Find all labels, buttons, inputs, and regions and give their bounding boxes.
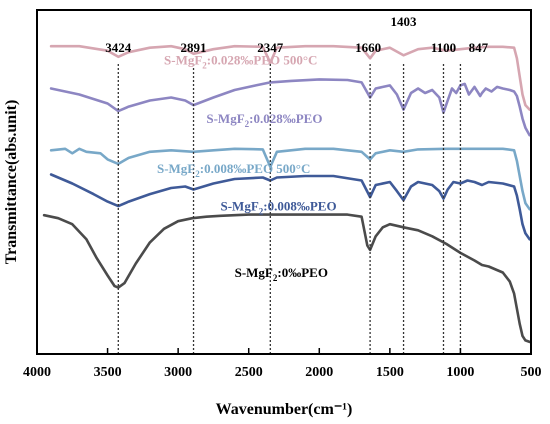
x-tick-label-3000: 3000 (164, 365, 192, 380)
peak-label-1403: 1403 (391, 14, 418, 29)
x-tick-label-1500: 1500 (376, 365, 404, 380)
x-tick-label-1000: 1000 (446, 365, 474, 380)
curve-label-4: S-MgF2:0.008‰PEO (220, 199, 336, 217)
curve-label-3: S-MgF2:0.008‰PEO 500°C (157, 161, 310, 179)
peak-label-1660: 1660 (355, 40, 381, 55)
spectrum-line-5 (42, 213, 531, 344)
peak-label-2347: 2347 (257, 40, 284, 55)
spectrum-line-4 (49, 173, 531, 241)
peak-label-3424: 3424 (105, 40, 132, 55)
curve-labels-group: S-MgF2:0.028‰PEO 500°C S-MgF2:0.028‰PEO S-… (157, 52, 337, 283)
curve-label-5: S-MgF2:0‰PEO (235, 265, 328, 283)
y-axis-label: Transmittance(abs.unit) (3, 100, 20, 265)
spectra-group (42, 44, 531, 344)
x-tick-label-2000: 2000 (305, 365, 333, 380)
curve-label-1: S-MgF2:0.028‰PEO 500°C (164, 52, 317, 70)
x-axis-label: Wavenumber(cm⁻¹) (216, 401, 353, 418)
peak-label-2891: 2891 (181, 40, 207, 55)
peak-labels-group: 3424 2891 2347 1660 1403 1100 847 (105, 14, 488, 55)
spectrum-line-2 (49, 78, 531, 137)
x-axis-ticks: 4000 3500 3000 2500 2000 1500 1000 500 (23, 348, 542, 380)
x-tick-label-2500: 2500 (235, 365, 263, 380)
spectrum-line-1 (49, 44, 531, 111)
x-tick-label-4000: 4000 (23, 365, 51, 380)
peak-lines-group (117, 64, 462, 354)
x-tick-label-3500: 3500 (94, 365, 122, 380)
x-tick-label-500: 500 (521, 365, 542, 380)
curve-label-2: S-MgF2:0.028‰PEO (206, 111, 322, 129)
plot-frame (36, 9, 532, 355)
peak-label-847: 847 (469, 40, 489, 55)
spectrum-line-3 (49, 147, 531, 211)
peak-label-1100: 1100 (431, 40, 456, 55)
